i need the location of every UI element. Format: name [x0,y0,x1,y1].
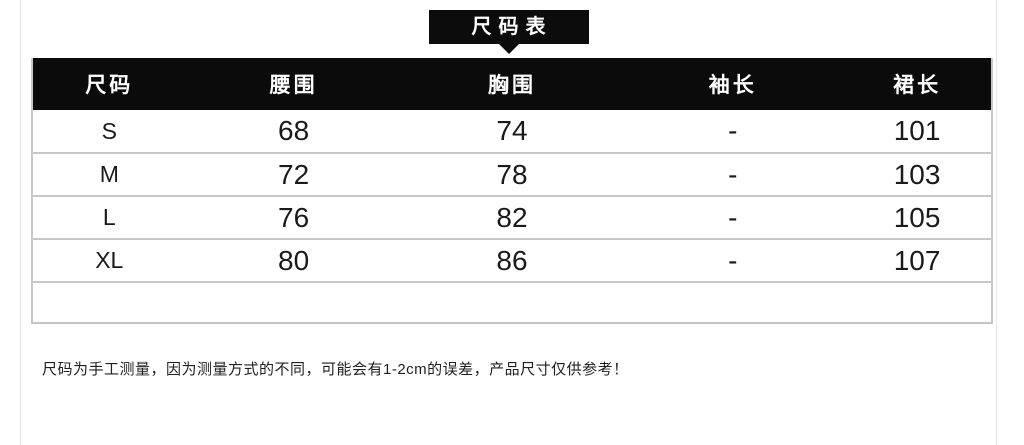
title-badge-row: 尺码表 [21,0,996,54]
measurement-note: 尺码为手工测量，因为测量方式的不同，可能会有1-2cm的误差，产品尺寸仅供参考！ [42,361,629,378]
size-chart-title: 尺码表 [471,16,553,38]
table-row-l: L 76 82 - 105 [32,196,992,240]
cell-bust: 78 [401,153,623,197]
cell-bust: 74 [401,110,623,154]
cell-size: L [32,196,186,240]
empty-cell [32,282,992,323]
table-row-xl: XL 80 86 - 107 [32,239,992,283]
col-header-bust: 胸围 [401,58,623,110]
cell-skirt-length: 105 [843,196,992,240]
table-row-s: S 68 74 - 101 [32,110,992,154]
cell-bust: 86 [401,239,623,283]
cell-sleeve: - [622,239,844,283]
cell-bust: 82 [401,196,623,240]
cell-waist: 72 [185,153,402,197]
size-table: 尺码 腰围 胸围 袖长 裙长 S 68 74 - 101 M 72 [31,58,993,324]
col-header-size: 尺码 [32,58,186,110]
col-header-waist: 腰围 [185,58,402,110]
cell-waist: 80 [185,239,402,283]
cell-skirt-length: 103 [843,153,992,197]
col-header-sleeve: 袖长 [622,58,844,110]
table-row-m: M 72 78 - 103 [32,153,992,197]
table-header-row: 尺码 腰围 胸围 袖长 裙长 [32,58,992,110]
cell-size: XL [32,239,186,283]
cell-sleeve: - [622,196,844,240]
cell-skirt-length: 107 [843,239,992,283]
cell-waist: 68 [185,110,402,154]
cell-skirt-length: 101 [843,110,992,154]
cell-waist: 76 [185,196,402,240]
cell-size: M [32,153,186,197]
col-header-skirt-length: 裙长 [843,58,992,110]
size-chart-title-badge: 尺码表 [428,10,589,54]
content-column: 尺码表 尺码 腰围 胸围 袖长 裙长 [20,0,997,445]
badge-arrow-down-icon [497,43,520,54]
cell-size: S [32,110,186,154]
cell-sleeve: - [622,153,844,197]
cell-sleeve: - [622,110,844,154]
table-empty-row [32,282,992,323]
